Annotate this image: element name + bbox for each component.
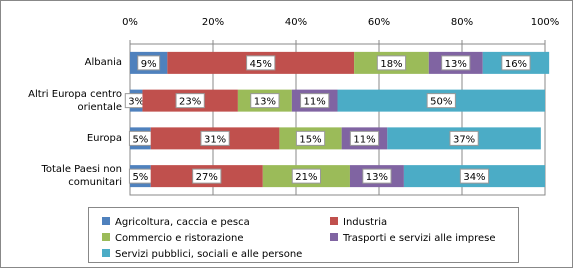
value-label: 45% [250,59,272,70]
x-tick-label: 100% [531,17,560,28]
x-tick-label: 80% [451,17,473,28]
x-tick-label: 0% [122,17,138,28]
value-label: 11% [304,97,326,108]
legend-label: Commercio e ristorazione [115,233,244,244]
value-label-box [246,55,276,71]
legend-label: Servizi pubblici, sociali e alle persone [115,249,302,260]
value-label-box [501,55,531,71]
value-label: 5% [132,134,148,145]
value-label-box [250,93,280,109]
legend-swatch [330,217,338,225]
value-label: 13% [254,97,276,108]
value-label: 50% [430,97,452,108]
value-label: 34% [463,172,485,183]
value-label-box [295,130,326,146]
value-label: 11% [353,134,375,145]
y-tick-label: Totale Paesi non comunitari [41,164,122,189]
value-label: 37% [453,134,475,145]
value-label: 5% [132,172,148,183]
value-label-box [459,168,490,184]
x-tick-label: 40% [285,17,307,28]
value-label-box [137,55,161,71]
value-label: 18% [380,59,402,70]
value-label-box [192,168,222,184]
legend-label: Trasporti e servizi alle imprese [342,233,496,244]
value-label-box [200,130,230,146]
x-tick-label: 60% [368,17,390,28]
legend-box [88,207,519,263]
value-label: 3% [128,97,144,108]
value-label: 31% [204,134,226,145]
value-label: 27% [196,172,218,183]
value-label: 13% [445,59,467,70]
x-tick-label: 20% [202,17,224,28]
value-label: 23% [179,97,201,108]
value-label-box [300,93,330,109]
value-label-box [175,93,205,109]
value-label: 9% [141,59,157,70]
y-tick-label: Altri Europa centro orientale [28,88,122,113]
value-label: 15% [299,134,321,145]
value-label: 16% [505,59,527,70]
value-label-box [441,55,471,71]
legend-swatch [102,249,110,257]
value-label-box [291,168,321,184]
legend-swatch [102,233,110,241]
y-tick-label: Albania [84,57,122,69]
value-label: 13% [366,172,388,183]
value-label-box [376,55,407,71]
value-label: 21% [295,172,317,183]
value-label-box [349,130,380,146]
legend-swatch [102,217,110,225]
value-label-box [362,168,392,184]
legend-swatch [330,233,338,241]
legend-label: Agricoltura, caccia e pesca [115,217,250,228]
value-label-box [449,130,479,146]
legend-label: Industria [343,217,387,228]
value-label-box [426,93,456,109]
y-tick-label: Europa [86,132,122,144]
